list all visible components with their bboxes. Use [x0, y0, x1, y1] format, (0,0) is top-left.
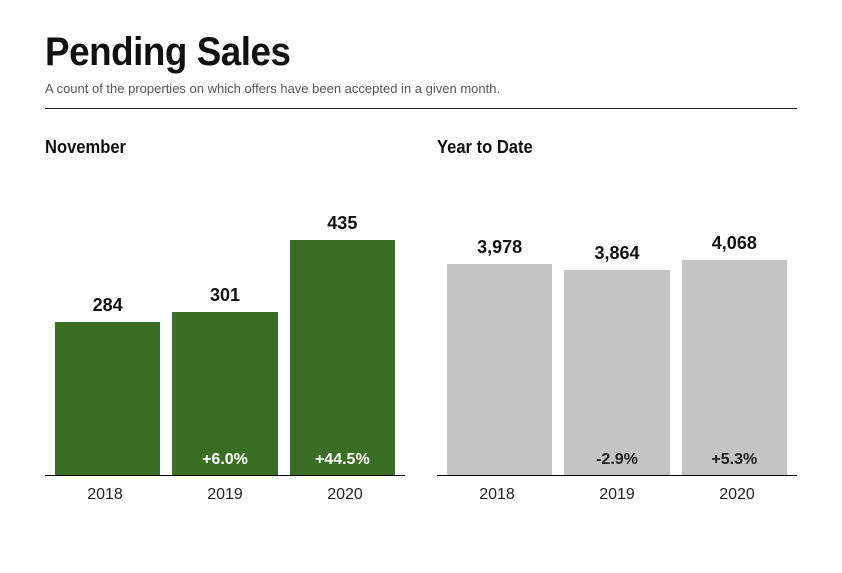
page-title: Pending Sales	[45, 30, 737, 75]
bar: +5.3%	[682, 260, 787, 475]
xaxis-label: 2020	[677, 486, 797, 504]
chart-november: November 284 301 +6.0% 435 +44.5% 2018201920…	[45, 137, 405, 504]
bar: +6.0%	[172, 312, 277, 475]
bar-wrap-left-2019: 301 +6.0%	[166, 176, 283, 475]
chart-xaxis-left: 201820192020	[45, 486, 405, 504]
bar-change-label: +5.3%	[682, 451, 787, 469]
chart-title-left: November	[45, 137, 376, 158]
chart-ytd: Year to Date 3,978 3,864 -2.9% 4,068 +5.3% 2…	[437, 137, 797, 504]
chart-plot-left: 284 301 +6.0% 435 +44.5%	[45, 176, 405, 476]
xaxis-label: 2019	[165, 486, 285, 504]
header-divider	[45, 108, 797, 109]
bar-value-label: 4,068	[712, 233, 757, 254]
bar-value-label: 3,864	[594, 243, 639, 264]
page-subtitle: A count of the properties on which offer…	[45, 81, 797, 96]
bar-value-label: 284	[93, 295, 123, 316]
xaxis-label: 2019	[557, 486, 677, 504]
chart-title-right: Year to Date	[437, 137, 768, 158]
bar-change-label: -2.9%	[564, 451, 669, 469]
bar-value-label: 3,978	[477, 237, 522, 258]
bar-change-label: +6.0%	[172, 451, 277, 469]
bar: -2.9%	[564, 270, 669, 475]
bar-value-label: 435	[327, 213, 357, 234]
xaxis-label: 2018	[45, 486, 165, 504]
bar-wrap-right-2020: 4,068 +5.3%	[676, 176, 793, 475]
xaxis-label: 2018	[437, 486, 557, 504]
bar	[447, 264, 552, 475]
chart-xaxis-right: 201820192020	[437, 486, 797, 504]
xaxis-label: 2020	[285, 486, 405, 504]
charts-row: November 284301+6.0%435+44.5% 2018201920…	[45, 137, 797, 504]
bar: +44.5%	[290, 240, 395, 475]
bar-value-label: 301	[210, 285, 240, 306]
bar-wrap-left-2018: 284	[49, 176, 166, 475]
bar-change-label: +44.5%	[290, 451, 395, 469]
bar-wrap-left-2020: 435 +44.5%	[284, 176, 401, 475]
page-header: Pending Sales A count of the properties …	[45, 30, 797, 96]
bar	[55, 322, 160, 475]
chart-plot-right: 3,978 3,864 -2.9% 4,068 +5.3%	[437, 176, 797, 476]
bar-wrap-right-2019: 3,864 -2.9%	[558, 176, 675, 475]
bar-wrap-right-2018: 3,978	[441, 176, 558, 475]
